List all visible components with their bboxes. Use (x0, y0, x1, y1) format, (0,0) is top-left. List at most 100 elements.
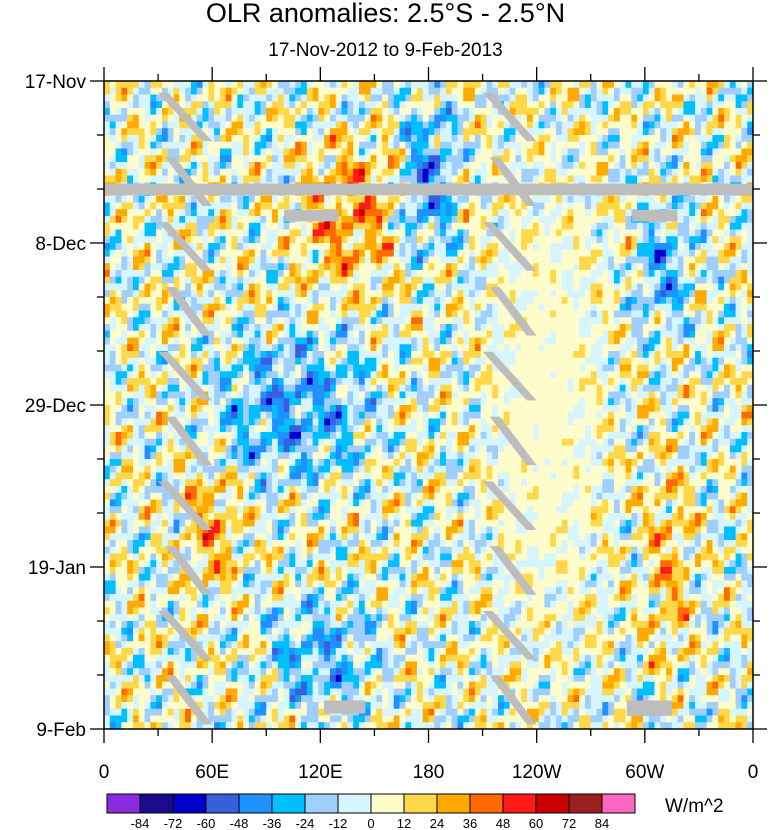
field-cell (248, 310, 256, 318)
field-cell (318, 135, 325, 143)
field-cell (353, 222, 360, 231)
field-cell (150, 371, 157, 379)
field-cell (567, 121, 574, 129)
field-cell (422, 135, 430, 143)
field-cell (393, 290, 401, 298)
field-cell (741, 371, 748, 379)
field-cell (254, 216, 262, 224)
field-cell (422, 290, 430, 298)
field-cell (243, 378, 250, 386)
field-cell (567, 222, 574, 231)
field-cell (104, 94, 111, 102)
field-cell (387, 101, 395, 109)
field-cell (387, 141, 395, 150)
field-cell (584, 216, 592, 224)
field-cell (671, 175, 679, 183)
field-cell (440, 371, 447, 379)
field-cell (741, 303, 748, 312)
field-cell (306, 168, 314, 177)
field-cell (312, 202, 320, 210)
field-cell (115, 87, 122, 96)
field-cell (671, 128, 679, 136)
field-cell (289, 371, 296, 379)
field-cell (596, 94, 603, 102)
field-cell (579, 155, 586, 163)
field-cell (104, 276, 111, 285)
field-cell (277, 94, 285, 102)
field-cell (486, 87, 493, 96)
field-cell (248, 162, 256, 170)
field-cell (266, 344, 273, 352)
field-cell (683, 222, 690, 231)
field-cell (387, 114, 395, 123)
field-cell (306, 324, 314, 332)
field-cell (382, 357, 389, 366)
field-cell (301, 310, 308, 318)
field-cell (700, 148, 708, 156)
field-cell (689, 87, 696, 96)
field-cell (382, 290, 389, 298)
field-cell (671, 81, 679, 89)
field-cell (527, 222, 534, 231)
field-cell (156, 243, 163, 251)
field-cell (109, 310, 117, 318)
field-cell (683, 344, 690, 352)
field-cell (138, 202, 146, 210)
field-cell (631, 344, 638, 352)
field-cell (550, 155, 557, 163)
field-cell (445, 209, 453, 217)
field-cell (150, 344, 157, 352)
field-cell (642, 303, 650, 312)
field-cell (115, 283, 122, 291)
field-cell (301, 175, 308, 183)
field-cell (202, 168, 209, 177)
field-cell (631, 141, 638, 150)
field-cell (689, 337, 696, 345)
field-cell (422, 330, 430, 339)
field-cell (648, 337, 656, 345)
field-cell (364, 357, 372, 366)
field-cell (608, 243, 615, 251)
field-cell (335, 94, 343, 102)
field-cell (266, 256, 273, 264)
field-cell (121, 108, 128, 116)
field-cell (619, 121, 627, 129)
field-cell (480, 270, 488, 278)
field-cell (109, 330, 117, 339)
field-cell (202, 290, 209, 298)
field-cell (272, 276, 279, 285)
field-cell (515, 303, 522, 312)
field-cell (550, 351, 557, 359)
field-cell (677, 351, 685, 359)
field-cell (272, 209, 279, 217)
field-cell (127, 283, 134, 291)
field-cell (109, 94, 117, 102)
field-cell (741, 135, 748, 143)
field-cell (631, 222, 638, 231)
field-cell (538, 195, 545, 204)
field-cell (231, 236, 238, 244)
field-cell (254, 249, 262, 258)
field-cell (254, 155, 262, 163)
field-cell (555, 94, 563, 102)
field-cell (451, 364, 459, 372)
field-cell (550, 256, 557, 264)
field-cell (283, 162, 291, 170)
field-cell (538, 101, 545, 109)
field-cell (492, 256, 499, 264)
field-cell (509, 263, 517, 271)
field-cell (695, 81, 702, 89)
field-cell (173, 141, 180, 150)
field-cell (208, 357, 215, 366)
field-cell (735, 114, 743, 123)
field-cell (434, 317, 441, 325)
field-cell (747, 263, 753, 271)
field-cell (735, 94, 743, 102)
field-cell (208, 229, 215, 237)
field-cell (492, 87, 499, 96)
field-cell (469, 249, 476, 258)
field-cell (445, 121, 453, 129)
field-cell (428, 141, 435, 150)
field-cell (619, 168, 627, 177)
field-cell (637, 364, 644, 372)
